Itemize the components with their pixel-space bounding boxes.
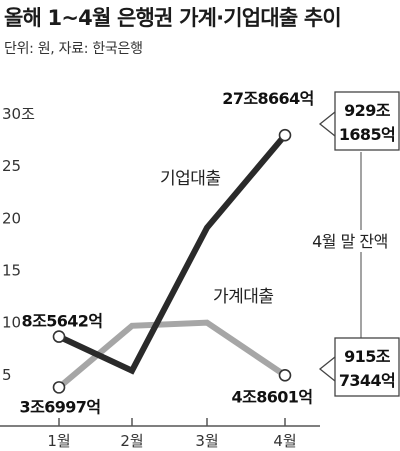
y-tick-label: 5 — [2, 366, 12, 384]
series-name-corporate: 기업대출 — [160, 169, 221, 189]
y-tick-label: 30조 — [2, 105, 35, 123]
data-point-marker — [52, 381, 66, 394]
data-value-label: 8조5642억 — [22, 312, 103, 331]
y-tick-label: 15 — [2, 261, 21, 279]
series-name-household: 가계대출 — [213, 287, 274, 307]
data-point-marker — [52, 330, 66, 343]
balance-value: 915조 — [344, 347, 391, 366]
callout-pointer-corporate — [318, 111, 336, 137]
callout-pointer-household — [318, 356, 336, 382]
chart-title: 올해 1~4월 은행권 가계·기업대출 추이 — [4, 6, 342, 30]
x-tick-label: 3월 — [195, 432, 218, 450]
y-tick-label: 10 — [2, 314, 21, 332]
balance-box-corporate — [334, 91, 400, 151]
balance-value: 1685억 — [339, 125, 395, 144]
x-tick-label: 4월 — [273, 432, 296, 450]
x-tick-label: 2월 — [120, 432, 143, 450]
balance-box-household — [334, 337, 400, 397]
x-tick-label: 1월 — [47, 432, 70, 450]
series-line-corporate — [57, 133, 288, 375]
balance-value: 7344억 — [339, 371, 395, 390]
annotation-label: 4월 말 잔액 — [312, 232, 388, 251]
data-point-marker — [278, 128, 292, 142]
data-value-label: 4조8601억 — [232, 387, 313, 406]
balance-value: 929조 — [344, 101, 391, 120]
data-point-marker — [278, 368, 292, 382]
data-value-label: 27조8664억 — [222, 89, 313, 108]
y-tick-label: 25 — [2, 157, 21, 175]
y-tick-label: 20 — [2, 209, 21, 227]
source-note: 단위: 원, 자료: 한국은행 — [4, 41, 143, 57]
annotation-label-bg — [300, 230, 399, 252]
data-value-label: 3조6997억 — [20, 397, 101, 416]
